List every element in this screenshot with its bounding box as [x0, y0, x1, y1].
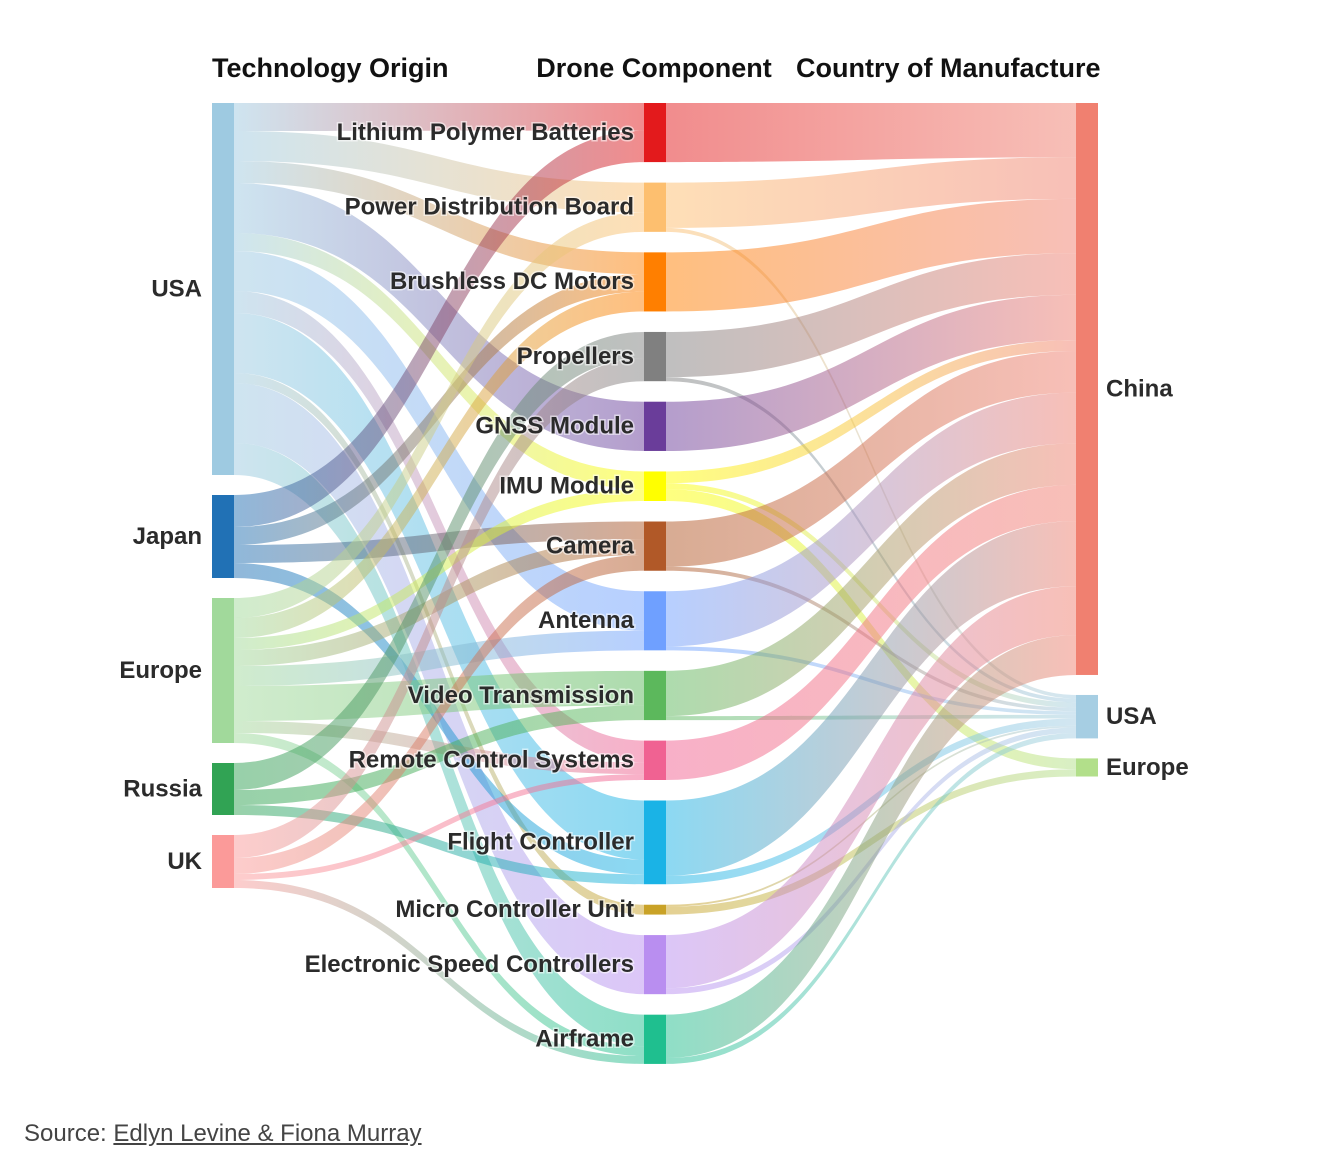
link-russia-to-flight-controller[interactable] [234, 805, 644, 885]
node-origin-europe[interactable] [212, 598, 234, 743]
source-link[interactable]: Edlyn Levine & Fiona Murray [113, 1120, 422, 1147]
column-title-component: Drone Component [536, 53, 772, 83]
link-uk-to-camera[interactable] [234, 554, 644, 874]
link-usa-to-brushless-dc-motors[interactable] [234, 161, 644, 275]
node-component-remote-control-systems[interactable] [644, 740, 666, 780]
node-component-gnss-module[interactable] [644, 401, 666, 451]
link-gnss-module-to-china[interactable] [666, 294, 1076, 451]
nodes-layer [212, 103, 1098, 1064]
node-manufacture-china[interactable] [1076, 103, 1098, 675]
link-russia-to-propellers[interactable] [234, 331, 644, 790]
link-japan-to-camera[interactable] [234, 521, 644, 564]
node-origin-uk[interactable] [212, 835, 234, 888]
link-airframe-to-usa[interactable] [666, 732, 1076, 1064]
link-lithium-polymer-batteries-to-china[interactable] [666, 103, 1076, 163]
link-uk-to-remote-control-systems[interactable] [234, 774, 644, 880]
node-component-airframe[interactable] [644, 1014, 666, 1064]
node-label-component-imu-module: IMU Module [499, 473, 634, 500]
link-imu-module-to-china[interactable] [666, 340, 1076, 484]
link-usa-to-lithium-polymer-batteries[interactable] [234, 103, 644, 131]
link-usa-to-micro-controller-unit[interactable] [234, 373, 644, 915]
link-camera-to-china[interactable] [666, 350, 1076, 567]
link-usa-to-antenna[interactable] [234, 251, 644, 631]
link-usa-to-remote-control-systems[interactable] [234, 291, 644, 763]
link-power-distribution-board-to-china[interactable] [666, 157, 1076, 228]
link-europe-to-airframe[interactable] [234, 733, 644, 1057]
column-title-origin: Technology Origin [212, 53, 449, 83]
node-origin-russia[interactable] [212, 763, 234, 815]
node-origin-japan[interactable] [212, 495, 234, 578]
node-label-component-lithium-polymer-batteries: Lithium Polymer Batteries [337, 119, 634, 146]
link-uk-to-propellers[interactable] [234, 358, 644, 858]
node-label-component-video-transmission: Video Transmission [408, 682, 634, 709]
link-flight-controller-to-china[interactable] [666, 521, 1076, 876]
link-airframe-to-china[interactable] [666, 635, 1076, 1059]
link-europe-to-antenna[interactable] [234, 630, 644, 686]
node-label-manufacture-china: China [1106, 375, 1173, 402]
node-label-component-remote-control-systems: Remote Control Systems [349, 747, 634, 774]
node-label-component-camera: Camera [546, 532, 635, 559]
node-label-component-power-distribution-board: Power Distribution Board [345, 194, 634, 221]
node-label-origin-russia: Russia [123, 775, 202, 802]
node-component-electronic-speed-controllers[interactable] [644, 935, 666, 995]
node-label-component-gnss-module: GNSS Module [475, 413, 634, 440]
labels-layer: USA Japan Europe Russia UK Lithium Polymer Ba… [118, 117, 1190, 1054]
link-micro-controller-unit-to-usa[interactable] [666, 725, 1076, 907]
node-label-origin-europe: Europe [119, 657, 202, 684]
node-label-component-flight-controller: Flight Controller [447, 829, 634, 856]
link-europe-to-brushless-dc-motors[interactable] [234, 291, 644, 638]
node-component-lithium-polymer-batteries[interactable] [644, 103, 666, 163]
node-component-micro-controller-unit[interactable] [644, 904, 666, 915]
node-label-component-brushless-dc-motors: Brushless DC Motors [390, 268, 634, 295]
node-origin-usa[interactable] [212, 103, 234, 475]
link-usa-to-flight-controller[interactable] [234, 313, 644, 860]
link-brushless-dc-motors-to-china[interactable] [666, 198, 1076, 312]
node-manufacture-usa[interactable] [1076, 694, 1098, 739]
node-component-propellers[interactable] [644, 331, 666, 382]
link-remote-control-systems-to-china[interactable] [666, 484, 1076, 780]
node-label-origin-japan: Japan [133, 523, 202, 550]
link-russia-to-video-transmission[interactable] [234, 705, 644, 805]
node-label-manufacture-usa: USA [1106, 703, 1157, 730]
node-manufacture-europe[interactable] [1076, 758, 1098, 777]
link-usa-to-imu-module[interactable] [234, 233, 644, 490]
node-component-antenna[interactable] [644, 591, 666, 651]
link-europe-to-video-transmission[interactable] [234, 670, 644, 721]
node-component-flight-controller[interactable] [644, 800, 666, 885]
node-label-origin-usa: USA [151, 275, 202, 302]
node-label-origin-uk: UK [167, 848, 202, 875]
link-japan-to-lithium-polymer-batteries[interactable] [234, 130, 644, 527]
link-propellers-to-china[interactable] [666, 253, 1076, 378]
source-prefix: Source: [24, 1120, 114, 1147]
node-component-power-distribution-board[interactable] [644, 182, 666, 232]
link-antenna-to-china[interactable] [666, 392, 1076, 647]
node-label-component-airframe: Airframe [535, 1026, 634, 1053]
links-layer [234, 103, 1076, 1064]
column-title-manufacture: Country of Manufacture [796, 53, 1101, 83]
node-component-video-transmission[interactable] [644, 670, 666, 721]
node-component-brushless-dc-motors[interactable] [644, 252, 666, 312]
node-label-component-antenna: Antenna [538, 607, 635, 634]
link-uk-to-airframe[interactable] [234, 880, 644, 1064]
node-label-manufacture-europe: Europe [1106, 754, 1189, 781]
node-label-component-propellers: Propellers [517, 343, 634, 370]
node-component-imu-module[interactable] [644, 471, 666, 501]
link-europe-to-power-distribution-board[interactable] [234, 212, 644, 618]
link-video-transmission-to-china[interactable] [666, 443, 1076, 717]
link-electronic-speed-controllers-to-china[interactable] [666, 586, 1076, 989]
source-credit: Source: Edlyn Levine & Fiona Murray [24, 1120, 422, 1148]
node-label-component-micro-controller-unit: Micro Controller Unit [395, 896, 634, 923]
node-label-component-electronic-speed-controllers: Electronic Speed Controllers [305, 951, 634, 978]
node-component-camera[interactable] [644, 521, 666, 571]
